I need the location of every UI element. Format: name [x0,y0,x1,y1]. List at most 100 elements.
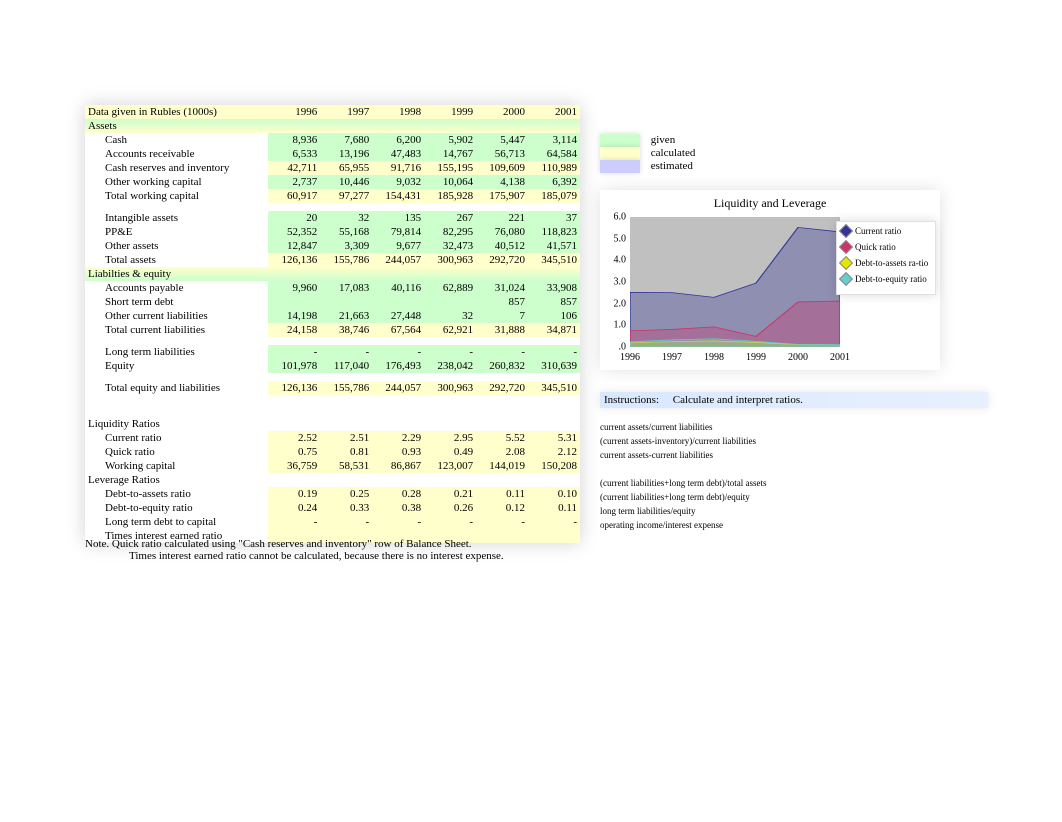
formula-line: current assets/current liabilities [600,420,767,434]
cell-value: 4,138 [476,175,528,189]
cell-value: 0.21 [424,487,476,501]
row-label: PP&E [85,225,268,239]
color-legend: given calculated estimated [600,134,695,173]
table-row: Intangible assets203213526722137 [85,211,580,225]
cell-value: 38,746 [320,323,372,337]
table-row: Long term liabilities------ [85,345,580,359]
cell-value: 0.49 [424,445,476,459]
table-row: Assets [85,119,580,133]
chart-ytick: 5.0 [606,233,626,244]
cell-value: 82,295 [424,225,476,239]
cell-value: 185,079 [528,189,580,203]
series-name: Debt-to-assets ra-tio [855,258,928,268]
instructions-label: Instructions: [604,394,659,406]
cell-value: 8,936 [268,133,320,147]
year-col: 2001 [528,105,580,119]
cell-value: 117,040 [320,359,372,373]
cell-value: 9,677 [372,239,424,253]
cell-value: 32 [320,211,372,225]
cell-value: 7 [476,309,528,323]
chart-series-legend: Current ratioQuick ratioDebt-to-assets r… [836,221,936,295]
cell-value: 31,024 [476,281,528,295]
cell-value: 47,483 [372,147,424,161]
table-row: Debt-to-equity ratio0.240.330.380.260.12… [85,501,580,515]
chart-ytick: 1.0 [606,320,626,331]
cell-value: 14,198 [268,309,320,323]
cell-value: 2.08 [476,445,528,459]
chart-ytick: 2.0 [606,298,626,309]
cell-value [320,295,372,309]
cell-value: 52,352 [268,225,320,239]
row-label: Accounts payable [85,281,268,295]
legend-item: given [600,134,695,147]
row-label: Accounts receivable [85,147,268,161]
cell-value: 5.52 [476,431,528,445]
header-title: Data given in Rubles (1000s) [85,105,268,119]
notes: Note. Quick ratio calculated using "Cash… [85,538,504,562]
swatch-given [600,134,640,147]
table-row: Total current liabilities24,15838,74667,… [85,323,580,337]
cell-value: 244,057 [372,381,424,395]
cell-value: 60,917 [268,189,320,203]
series-legend-item: Debt-to-assets ra-tio [841,258,931,268]
cell-value [268,295,320,309]
row-label: Other current liabilities [85,309,268,323]
formula-list: current assets/current liabilities (curre… [600,420,767,532]
legend-item: calculated [600,147,695,160]
table-row: Liabilties & equity [85,267,580,281]
cell-value: 110,989 [528,161,580,175]
cell-value: 97,277 [320,189,372,203]
cell-value: 10,064 [424,175,476,189]
year-col: 1998 [372,105,424,119]
table-row: Accounts receivable6,53313,19647,48314,7… [85,147,580,161]
row-label: Debt-to-assets ratio [85,487,268,501]
cell-value: 40,116 [372,281,424,295]
cell-value: 310,639 [528,359,580,373]
cell-value: - [268,515,320,529]
table-row: Other working capital2,73710,4469,03210,… [85,175,580,189]
formula-line: (current liabilities+long term debt)/equ… [600,490,767,504]
year-col: 1996 [268,105,320,119]
table-row: Other current liabilities14,19821,66327,… [85,309,580,323]
row-label: Other working capital [85,175,268,189]
cell-value: 176,493 [372,359,424,373]
formula-line [600,462,767,476]
formula-line: (current liabilities+long term debt)/tot… [600,476,767,490]
cell-value: 6,200 [372,133,424,147]
cell-value: 244,057 [372,253,424,267]
row-label: Cash reserves and inventory [85,161,268,175]
table-row: Long term debt to capital------ [85,515,580,529]
cell-value: 62,921 [424,323,476,337]
cell-value: 155,195 [424,161,476,175]
chart-xtick: 1998 [704,352,724,363]
year-col: 1997 [320,105,372,119]
cell-value: 155,786 [320,381,372,395]
cell-value: 34,871 [528,323,580,337]
series-marker [839,256,853,270]
row-label: Long term liabilities [85,345,268,359]
cell-value [424,295,476,309]
cell-value: 0.12 [476,501,528,515]
cell-value: 6,533 [268,147,320,161]
cell-value: 9,032 [372,175,424,189]
cell-value: 221 [476,211,528,225]
cell-value [372,295,424,309]
chart-ytick: 3.0 [606,277,626,288]
cell-value: 12,847 [268,239,320,253]
section-label: Assets [85,119,580,133]
row-label: Total assets [85,253,268,267]
cell-value: 20 [268,211,320,225]
cell-value: - [476,345,528,359]
formula-line: operating income/interest expense [600,518,767,532]
cell-value: - [320,515,372,529]
cell-value: 86,867 [372,459,424,473]
table-row: Total working capital60,91797,277154,431… [85,189,580,203]
row-label: Intangible assets [85,211,268,225]
chart-ytick: 6.0 [606,212,626,223]
cell-value: 0.11 [476,487,528,501]
year-col: 2000 [476,105,528,119]
cell-value: 17,083 [320,281,372,295]
liquidity-leverage-chart: Liquidity and Leverage Current ratioQuic… [600,190,940,370]
chart-ytick: .0 [606,342,626,353]
cell-value: 292,720 [476,253,528,267]
